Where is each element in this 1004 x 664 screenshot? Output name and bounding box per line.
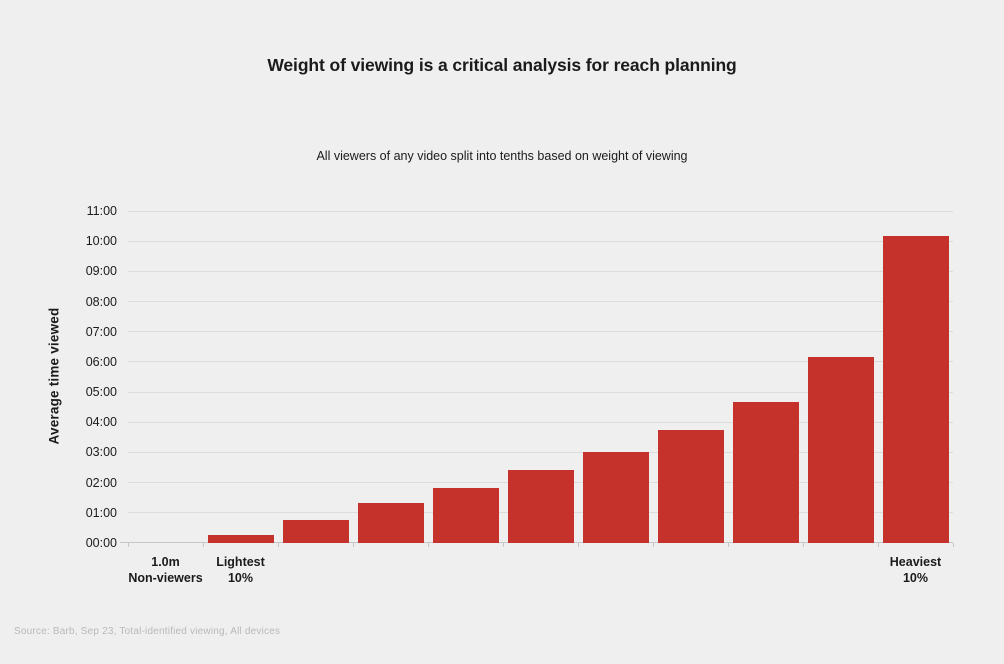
bar xyxy=(282,520,349,543)
x-tick xyxy=(953,543,954,547)
x-tick xyxy=(428,543,429,547)
y-tick-label: 00:00 xyxy=(85,536,117,550)
bar xyxy=(357,502,424,543)
chart-title: Weight of viewing is a critical analysis… xyxy=(267,55,737,75)
bar xyxy=(732,402,799,543)
x-tick xyxy=(728,543,729,547)
gridline xyxy=(128,391,953,393)
x-tick xyxy=(878,543,879,547)
x-axis-label-line: Non-viewers xyxy=(128,571,203,585)
y-tick-label: 02:00 xyxy=(85,475,117,490)
bar xyxy=(807,356,874,543)
x-tick xyxy=(653,543,654,547)
y-tick-label: 06:00 xyxy=(85,354,117,369)
x-axis-label: 1.0m Non-viewers xyxy=(96,554,236,586)
y-tick-label: 07:00 xyxy=(85,324,117,339)
x-axis-label: Lightest 10% xyxy=(171,554,311,586)
x-axis-label-line: 10% xyxy=(902,571,929,585)
x-tick xyxy=(578,543,579,547)
bar xyxy=(432,487,499,543)
y-tick-label: 05:00 xyxy=(85,385,117,400)
bar xyxy=(657,429,724,543)
x-axis-label-line: Lightest xyxy=(216,555,265,569)
bar xyxy=(507,469,574,543)
gridline xyxy=(128,361,953,363)
y-tick-label: 01:00 xyxy=(85,505,117,520)
x-tick xyxy=(803,543,804,547)
gridline xyxy=(128,331,953,333)
y-tick-label: 09:00 xyxy=(85,264,117,279)
bar xyxy=(582,452,649,543)
x-tick xyxy=(503,543,504,547)
gridline xyxy=(128,421,953,423)
gridline xyxy=(128,240,953,242)
x-tick xyxy=(278,543,279,547)
x-axis-label: Heaviest 10% xyxy=(846,554,986,586)
y-tick-label: 10:00 xyxy=(85,234,117,249)
x-tick xyxy=(128,543,129,547)
plot-area: 00:00 01:00 02:00 03:00 04:00 05:00 06:00 07:00… xyxy=(86,204,954,585)
x-tick xyxy=(353,543,354,547)
gridline xyxy=(128,451,953,453)
source-note: Source: Barb, Sep 23, Total-identified v… xyxy=(14,626,281,637)
gridline xyxy=(128,301,953,303)
x-axis-label-line: 1.0m xyxy=(151,555,180,569)
gridline xyxy=(128,270,953,272)
x-axis-label-line: Heaviest xyxy=(889,555,942,569)
y-tick-label: 03:00 xyxy=(85,445,117,460)
y-tick-label: 04:00 xyxy=(85,415,117,430)
chart-subtitle: All viewers of any video split into tent… xyxy=(316,149,688,163)
gridline xyxy=(128,210,953,212)
y-tick-label: 08:00 xyxy=(85,294,117,309)
x-tick xyxy=(203,543,204,547)
x-axis-label-line: 10% xyxy=(227,571,254,585)
y-axis-title: Average time viewed xyxy=(46,307,62,445)
y-tick-label: 11:00 xyxy=(86,204,117,218)
bar xyxy=(882,236,949,543)
bar xyxy=(207,535,274,543)
